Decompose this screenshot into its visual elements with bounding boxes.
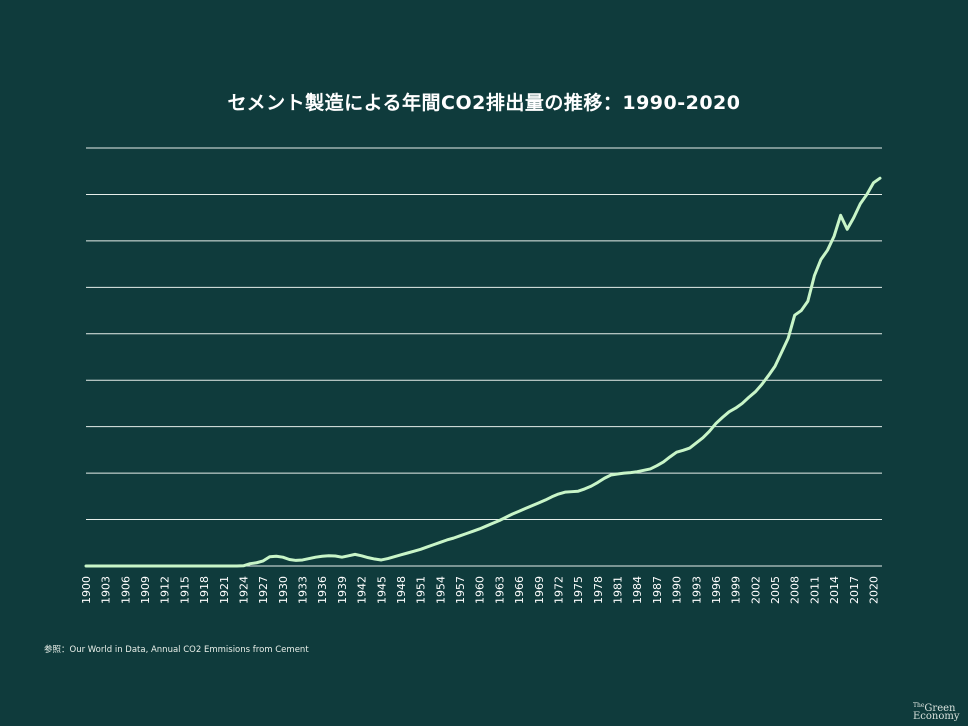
x-tick-label: 1912 (159, 576, 172, 604)
x-tick-label: 1918 (198, 576, 211, 604)
x-tick-label: 1942 (356, 576, 369, 604)
x-tick-label: 1927 (257, 576, 270, 604)
x-tick-label: 1906 (119, 576, 132, 604)
x-tick-label: 2008 (789, 576, 802, 604)
x-tick-label: 1909 (139, 576, 152, 604)
x-tick-label: 1999 (730, 576, 743, 604)
chart-title: セメント製造による年間CO2排出量の推移：1990-2020 (227, 92, 741, 114)
x-tick-label: 1924 (237, 576, 250, 604)
x-tick-label: 1963 (493, 576, 506, 604)
x-tick-label: 1948 (395, 576, 408, 604)
x-tick-label: 1981 (612, 576, 625, 604)
x-tick-label: 1984 (631, 576, 644, 604)
x-tick-label: 1969 (533, 576, 546, 604)
series-line-group (84, 176, 882, 568)
x-tick-label: 1960 (474, 576, 487, 604)
x-tick-label: 1954 (434, 576, 447, 604)
x-tick-label: 1975 (572, 576, 585, 604)
x-tick-label: 2020 (867, 576, 880, 604)
x-tick-label: 1936 (316, 576, 329, 604)
x-tick-label: 1990 (671, 576, 684, 604)
x-tick-label: 2002 (749, 576, 762, 604)
x-tick-label: 1987 (651, 576, 664, 604)
x-tick-label: 1978 (592, 576, 605, 604)
x-tick-label: 2005 (769, 576, 782, 604)
x-tick-label: 2017 (848, 576, 861, 604)
x-axis-ticks: 1900 1903 1906 1909 1912 1915 1918 1921 1924 1927… (80, 576, 880, 604)
x-tick-label: 1930 (277, 576, 290, 604)
x-tick-label: 1951 (415, 576, 428, 604)
gridlines (86, 147, 882, 567)
logo-economy: Economy (913, 711, 960, 722)
x-tick-label: 1903 (100, 576, 113, 604)
series-line (84, 176, 882, 568)
x-tick-label: 1900 (80, 576, 93, 604)
x-tick-label: 1966 (513, 576, 526, 604)
x-tick-label: 1915 (178, 576, 191, 604)
source-note: 参照：Our World in Data, Annual CO2 Emmisio… (44, 645, 309, 655)
x-tick-label: 1939 (336, 576, 349, 604)
x-tick-label: 1921 (218, 576, 231, 604)
x-tick-label: 1957 (454, 576, 467, 604)
logo-the: The (913, 702, 925, 709)
brand-logo: TheGreen Economy (913, 702, 960, 722)
x-tick-label: 1972 (552, 576, 565, 604)
x-tick-label: 1945 (375, 576, 388, 604)
x-tick-label: 1993 (690, 576, 703, 604)
x-tick-label: 1933 (297, 576, 310, 604)
x-tick-label: 1996 (710, 576, 723, 604)
logo-green: Green (924, 703, 956, 714)
x-tick-label: 2011 (808, 576, 821, 604)
x-tick-label: 2014 (828, 576, 841, 604)
